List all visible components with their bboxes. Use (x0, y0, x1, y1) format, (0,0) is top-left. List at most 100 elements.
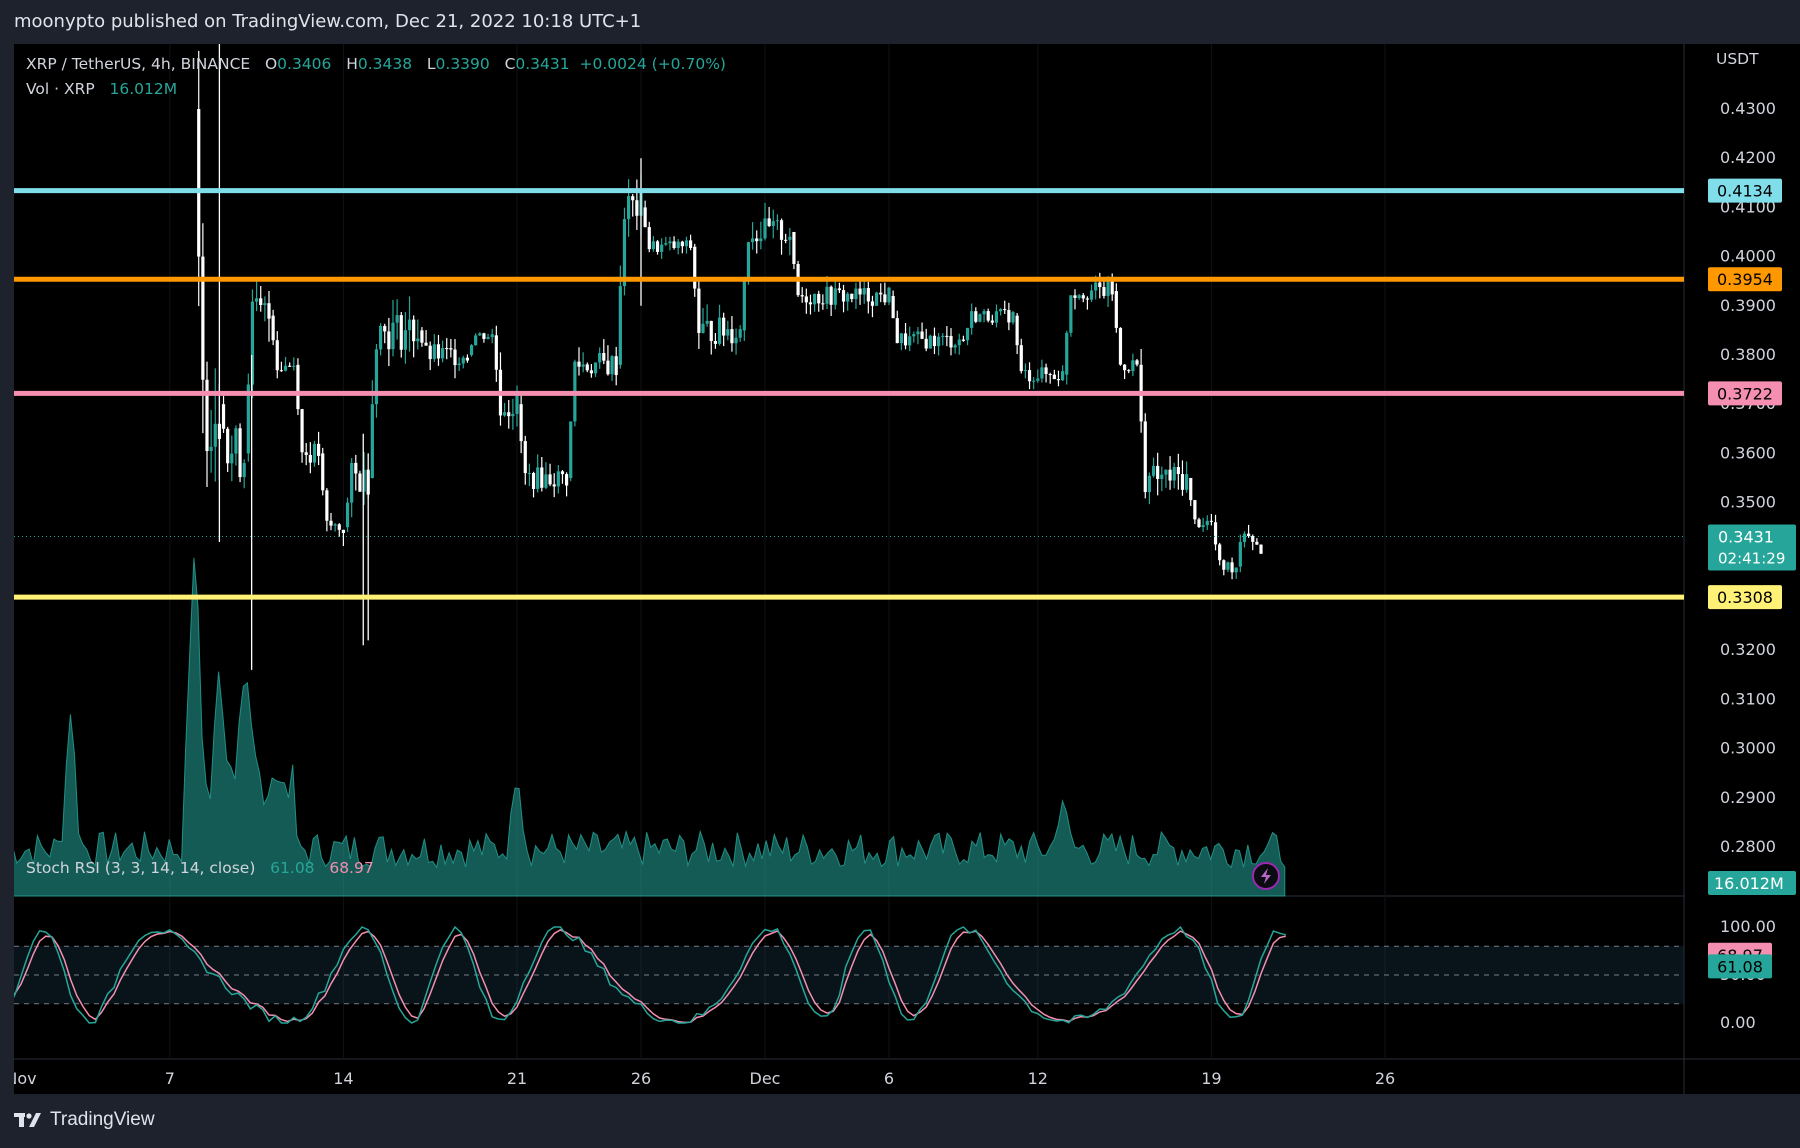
candle-body (788, 236, 792, 240)
candle-body (201, 256, 205, 380)
candle-body (1168, 469, 1172, 481)
candle-body (730, 329, 734, 344)
candle-body (519, 404, 523, 442)
candle-body (701, 323, 705, 333)
candle-body (482, 333, 486, 339)
stoch-k-badge (1708, 954, 1772, 979)
price-chart-svg[interactable]: USDT0.43000.42000.41000.40000.39000.3800… (14, 44, 1800, 1094)
candle-body (1036, 378, 1040, 381)
candle-body (999, 309, 1003, 312)
candle-body (970, 311, 974, 328)
candle-body (821, 303, 825, 305)
candle-body (503, 412, 507, 416)
date-tick-label: Nov (14, 1069, 37, 1088)
candle-body (1193, 500, 1197, 520)
ohlc-legend: XRP / TetherUS, 4h, BINANCE O0.3406 H0.3… (26, 55, 726, 73)
level-badge (1708, 178, 1782, 203)
candle-body (1180, 474, 1185, 490)
candle-body (416, 338, 420, 342)
candle-body (449, 348, 453, 350)
candle-body (1156, 465, 1160, 479)
candle-body (1226, 562, 1230, 570)
candle-body (870, 301, 875, 306)
volume-label[interactable]: Vol · XRP (26, 80, 95, 98)
symbol-label[interactable]: XRP / TetherUS, 4h, BINANCE (26, 55, 251, 73)
price-tick-label: 0.4200 (1720, 148, 1776, 167)
countdown-label: 02:41:29 (1718, 550, 1785, 568)
chart-area[interactable]: USDT 0.4300 0.4200 0.4100 0.4000 0.3900 0.3800… (14, 44, 1800, 1094)
candle-body (722, 317, 726, 336)
candle-body (771, 221, 775, 227)
candle-body (949, 335, 953, 348)
candle-body (465, 357, 469, 361)
candle-body (494, 335, 498, 370)
candle-body (412, 319, 416, 342)
candle-body (283, 365, 288, 371)
tradingview-logo[interactable]: TradingView (14, 1109, 155, 1131)
candle-body (387, 331, 391, 350)
candle-body (713, 341, 717, 344)
candle-body (908, 336, 912, 346)
candle-body (589, 370, 593, 374)
candle-body (866, 288, 870, 302)
candle-body (961, 339, 965, 341)
candle-body (598, 353, 602, 363)
candle-body (887, 287, 891, 303)
stoch-tick-label: 0.00 (1720, 1013, 1756, 1032)
candle-body (1176, 467, 1180, 475)
candle-body (226, 428, 230, 464)
candle-body (763, 218, 767, 239)
candle-body (1106, 281, 1110, 296)
volume-legend: Vol · XRP 16.012M (26, 80, 177, 98)
candle-body (1164, 469, 1168, 475)
price-tick-label: 0.3900 (1720, 296, 1776, 315)
date-tick-label: Dec (750, 1069, 781, 1088)
candle-body (345, 502, 350, 528)
tradingview-wordmark: TradingView (50, 1109, 155, 1130)
candle-body (507, 412, 511, 417)
price-tick-label: 0.3600 (1720, 443, 1776, 462)
candle-body (205, 379, 209, 452)
candle-body (1027, 370, 1032, 382)
date-tick-label: 26 (1375, 1069, 1395, 1088)
candle-body (395, 315, 399, 323)
candle-body (618, 286, 622, 365)
candle-body (329, 520, 333, 526)
candle-body (1185, 474, 1189, 490)
candle-body (738, 329, 742, 338)
candle-body (354, 462, 358, 474)
candle-body (664, 243, 668, 245)
candle-body (734, 337, 738, 344)
candle-body (325, 490, 329, 521)
stoch-tick-label: 100.00 (1720, 917, 1776, 936)
candle-body (370, 404, 374, 478)
candle-body (317, 443, 321, 456)
date-tick-label: 26 (631, 1069, 651, 1088)
candle-body (362, 469, 366, 492)
candle-body (1230, 562, 1234, 573)
level-badge (1708, 381, 1782, 406)
candle-body (304, 452, 308, 455)
candle-body (267, 303, 271, 319)
candle-body (1234, 567, 1238, 573)
candle-body (292, 365, 296, 367)
candle-body (441, 348, 445, 359)
volume-area (14, 557, 1286, 897)
price-tick-label: 0.3000 (1720, 739, 1776, 758)
open-value: 0.3406 (277, 55, 332, 73)
candle-body (1135, 360, 1139, 365)
candle-body (903, 333, 908, 346)
candle-body (569, 421, 573, 478)
candle-body (660, 244, 664, 252)
candle-body (399, 315, 403, 350)
stoch-label[interactable]: Stoch RSI (3, 3, 14, 14, close) (26, 859, 256, 877)
candle-body (742, 281, 746, 331)
candle-body (445, 348, 449, 350)
candle-body (1065, 332, 1069, 375)
candle-body (1147, 475, 1151, 493)
stoch-d-line (14, 929, 1286, 1024)
candle-body (1238, 541, 1242, 567)
candle-body (717, 317, 722, 344)
candle-body (804, 296, 808, 303)
candle-body (424, 342, 428, 346)
